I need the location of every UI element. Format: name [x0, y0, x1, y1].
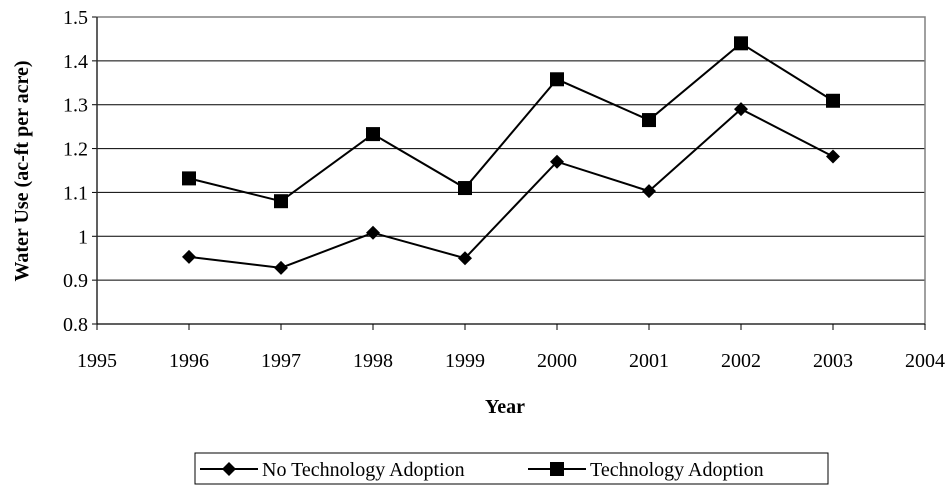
legend-marker [550, 462, 564, 476]
x-tick-label: 1999 [445, 350, 485, 372]
legend-label: Technology Adoption [590, 459, 764, 481]
legend-marker [222, 462, 236, 476]
y-tick-label: 1 [78, 226, 88, 248]
marker [274, 194, 288, 209]
y-tick-label: 0.8 [63, 314, 88, 336]
x-tick-label: 2003 [813, 350, 853, 372]
x-tick-label: 2000 [537, 350, 577, 372]
y-tick-label: 1.4 [63, 51, 88, 73]
marker [734, 36, 748, 51]
marker [182, 171, 196, 186]
y-tick-label: 1.1 [63, 182, 88, 204]
legend-label: No Technology Adoption [262, 459, 465, 481]
x-tick-label: 1996 [169, 350, 209, 372]
marker [734, 102, 748, 117]
x-tick-label: 1998 [353, 350, 393, 372]
marker [550, 72, 564, 87]
marker [642, 184, 656, 199]
y-tick-label: 1.3 [63, 95, 88, 117]
marker [366, 127, 380, 142]
x-axis-label: Year [485, 396, 525, 418]
x-tick-label: 1995 [77, 350, 117, 372]
marker [826, 149, 840, 164]
y-tick-label: 0.9 [63, 270, 88, 292]
marker [182, 249, 196, 264]
x-tick-label: 2001 [629, 350, 669, 372]
marker [366, 225, 380, 240]
y-tick-label: 1.5 [63, 7, 88, 29]
x-tick-label: 2002 [721, 350, 761, 372]
series-line [188, 107, 834, 269]
legend [194, 452, 829, 485]
marker [274, 260, 288, 275]
y-axis-label: Water Use (ac-ft per acre) [11, 60, 33, 281]
marker [458, 251, 472, 266]
marker [642, 113, 656, 128]
series-line [188, 42, 834, 203]
marker [550, 154, 564, 169]
x-tick-label: 1997 [261, 350, 301, 372]
x-tick-label: 2004 [905, 350, 945, 372]
marker [458, 181, 472, 196]
y-tick-label: 1.2 [63, 139, 88, 161]
marker [826, 93, 840, 108]
